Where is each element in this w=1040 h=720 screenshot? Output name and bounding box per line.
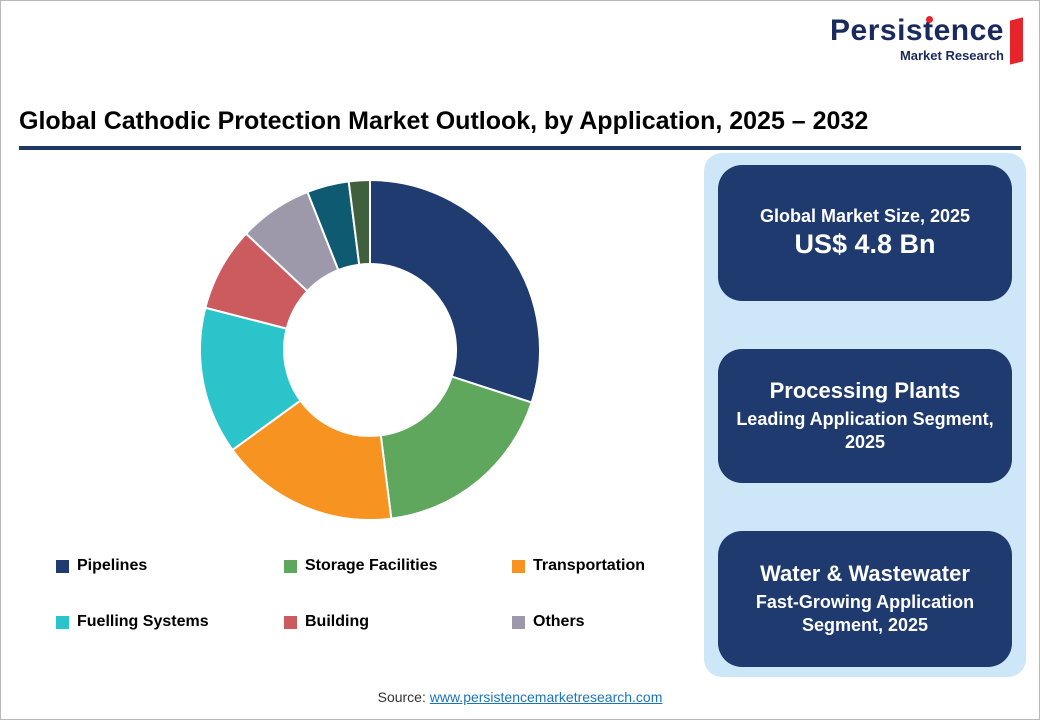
legend-label: Storage Facilities (305, 557, 438, 574)
legend-item-building: Building (284, 613, 512, 631)
market-size-value: US$ 4.8 Bn (794, 229, 936, 260)
legend-swatch-icon (56, 615, 69, 629)
legend-item-storage-facilities: Storage Facilities (284, 557, 512, 575)
pmr-logo-text: Persistence Market Research (830, 15, 1004, 63)
legend-swatch-icon (512, 615, 525, 629)
legend-item-others: Others (512, 613, 740, 631)
donut-chart (189, 169, 551, 531)
highlight-market-size: Global Market Size, 2025 US$ 4.8 Bn (718, 165, 1012, 301)
legend-item-fuelling-systems: Fuelling Systems (56, 613, 284, 631)
donut-segment-unlabeled-dark-olive (347, 178, 371, 266)
fast-growing-segment-desc: Fast-Growing Application Segment, 2025 (755, 591, 975, 636)
pmr-logo-wordmark: Persistence (830, 14, 1004, 47)
market-size-label: Global Market Size, 2025 (759, 205, 971, 226)
leading-segment-name: Processing Plants (769, 378, 961, 404)
source-line: Source: www.persistencemarketresearch.co… (1, 689, 1039, 705)
logo-red-dot-icon (926, 16, 934, 23)
legend-label: Pipelines (77, 557, 148, 574)
donut-chart-svg (199, 178, 541, 521)
donut-segment-storage-facilities (379, 375, 533, 520)
pmr-logo-title: Persistence (830, 15, 1004, 47)
fast-growing-segment-name: Water & Wastewater (760, 561, 970, 587)
pmr-logo: Persistence Market Research (830, 15, 1023, 65)
highlights-panel: Global Market Size, 2025 US$ 4.8 Bn Proc… (704, 153, 1026, 677)
source-label: Source: (377, 689, 426, 705)
donut-segment-pipelines (369, 178, 541, 404)
pmr-logo-subtitle: Market Research (899, 47, 1004, 63)
legend-item-pipelines: Pipelines (56, 557, 284, 575)
page-title: Global Cathodic Protection Market Outloo… (19, 107, 1021, 150)
legend-swatch-icon (512, 559, 525, 573)
logo-red-ribbon-icon (1010, 17, 1023, 65)
legend-label: Others (533, 613, 585, 630)
leading-segment-desc: Leading Application Segment, 2025 (736, 408, 994, 453)
legend-swatch-icon (284, 559, 297, 573)
highlight-leading-segment: Processing Plants Leading Application Se… (718, 349, 1012, 483)
legend-label: Transportation (533, 557, 646, 574)
highlight-fast-growing-segment: Water & Wastewater Fast-Growing Applicat… (718, 531, 1012, 667)
legend-swatch-icon (56, 559, 69, 573)
legend-label: Building (305, 613, 369, 630)
source-link[interactable]: www.persistencemarketresearch.com (429, 689, 663, 705)
chart-legend: Pipelines Storage Facilities Transportat… (56, 557, 756, 631)
legend-item-transportation: Transportation (512, 557, 740, 575)
legend-label: Fuelling Systems (77, 613, 209, 630)
legend-swatch-icon (284, 615, 297, 629)
donut-segment-transportation (231, 399, 393, 521)
